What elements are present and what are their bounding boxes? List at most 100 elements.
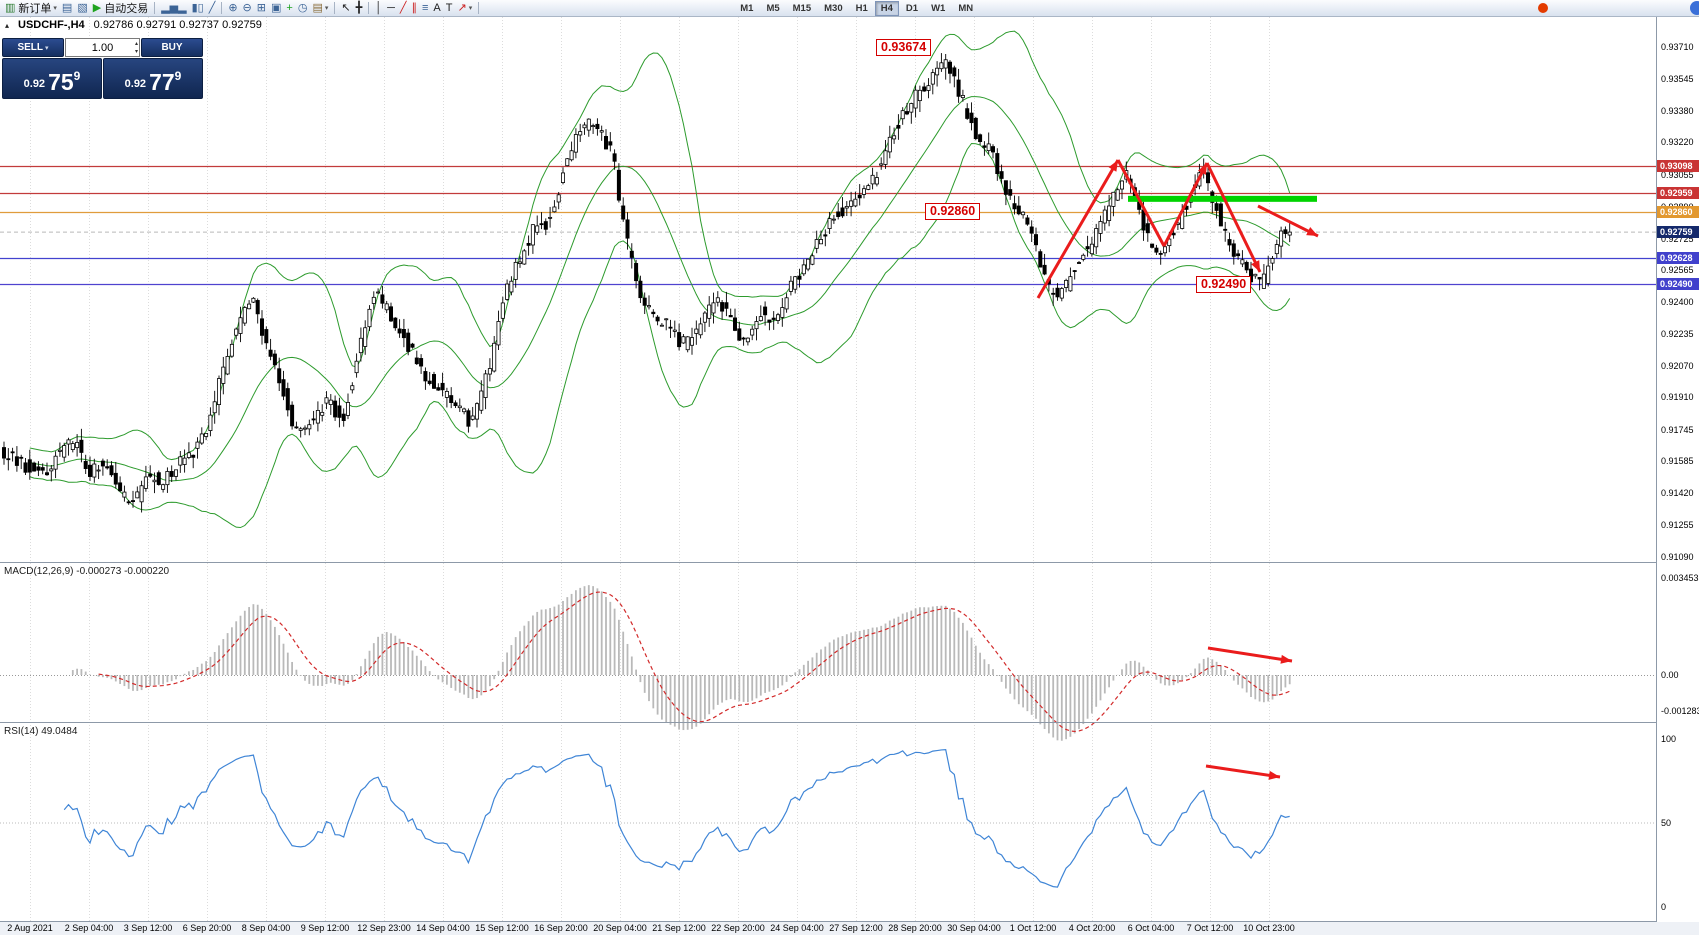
time-tick-label: 10 Oct 23:00 <box>1243 923 1295 933</box>
add-indicator-icon[interactable]: + <box>284 1 294 16</box>
timeframe-h4[interactable]: H4 <box>874 0 899 16</box>
one-click-trading-panel: SELL ▾ 1.00 ▴ ▾ BUY 0.92 75 9 0.92 <box>2 38 203 99</box>
price-badge-red: 0.93098 <box>1657 160 1699 173</box>
trend-arrow-object[interactable] <box>1162 162 1209 247</box>
label-icon[interactable]: T <box>444 1 455 16</box>
trend-arrow-object[interactable] <box>1205 764 1281 779</box>
fibonacci-icon: ≡ <box>422 1 429 14</box>
vertical-line-icon[interactable]: │ <box>373 1 384 16</box>
crosshair-icon[interactable]: ╋ <box>354 1 365 16</box>
templates-icon[interactable]: ▤ ▾ <box>310 1 330 16</box>
horizontal-lines <box>0 165 1656 286</box>
time-tick-label: 20 Sep 04:00 <box>593 923 647 933</box>
volume-spinner[interactable]: ▴ ▾ <box>134 41 138 55</box>
bollinger-bands <box>29 30 1291 529</box>
buy-price-button[interactable]: 0.92 77 9 <box>103 58 203 99</box>
volume-input[interactable]: 1.00 ▴ ▾ <box>65 38 140 57</box>
price-label-object[interactable]: 0.92860 <box>925 203 981 220</box>
price-label-object[interactable]: 0.92490 <box>1196 276 1252 293</box>
trendline-icon[interactable]: ╱ <box>398 1 409 16</box>
auto-trading-button[interactable]: ▶ 自动交易 <box>91 1 150 16</box>
new-order-button-label: 新订单 <box>18 3 52 15</box>
price-label-object[interactable]: 0.93674 <box>876 39 932 56</box>
arrow-head <box>1251 260 1260 272</box>
volume-value: 1.00 <box>91 41 114 54</box>
text-icon: A <box>433 1 441 14</box>
price-tick-label: 0.92235 <box>1661 329 1694 340</box>
timeframe-h1[interactable]: H1 <box>850 1 874 16</box>
supply-zone-object[interactable] <box>1128 195 1317 202</box>
trend-arrow-object[interactable] <box>1036 159 1120 299</box>
connection-status-icon[interactable] <box>1538 3 1548 13</box>
price-tick-label: 0.92725 <box>1661 233 1694 244</box>
macd-signal-line <box>98 591 1290 733</box>
grid <box>30 17 1270 921</box>
new-order-glyph: ▥ <box>5 1 16 14</box>
zoom-in-icon[interactable]: ⊕ <box>226 1 239 16</box>
trend-arrow-object[interactable] <box>1116 159 1166 247</box>
line-chart-type-icon[interactable]: ╱ <box>207 1 218 16</box>
price-tick-label: 0.91585 <box>1661 455 1694 466</box>
profiles-icon[interactable]: ▧ <box>75 1 89 16</box>
caret-down-icon: ▾ <box>468 5 473 12</box>
timeframe-m1[interactable]: M1 <box>734 1 759 16</box>
symbol-title: USDCHF-,H4 <box>18 19 85 31</box>
price-tick-label: 0.93545 <box>1661 74 1694 85</box>
partial-icon-right-edge[interactable] <box>1690 1 1699 15</box>
time-tick-label: 7 Oct 12:00 <box>1186 923 1234 933</box>
crosshair-icon: ╋ <box>355 1 363 14</box>
price-badge-current: 0.92759 <box>1657 226 1699 239</box>
sell-price-big: 75 <box>48 69 74 95</box>
rsi-indicator-title: RSI(14) 49.0484 <box>4 726 78 737</box>
time-axis[interactable] <box>0 922 1699 935</box>
time-tick-label: 27 Sep 12:00 <box>829 923 883 933</box>
timeframe-m30[interactable]: M30 <box>818 1 848 16</box>
channel-icon[interactable]: ∥ <box>410 1 420 16</box>
bollinger-lower <box>29 142 1291 529</box>
chart-canvas[interactable] <box>0 17 1699 935</box>
tile-windows-icon[interactable]: ⊞ <box>255 1 268 16</box>
shapes-icon[interactable]: ↗ ▾ <box>456 1 475 16</box>
trendline-icon: ╱ <box>399 1 407 14</box>
cursor-icon[interactable]: ↖ <box>339 1 352 16</box>
zoom-out-icon[interactable]: ⊖ <box>241 1 254 16</box>
price-tick-label: 0.91910 <box>1661 392 1694 403</box>
price-tick-label: 0.92400 <box>1661 297 1694 307</box>
text-icon[interactable]: A <box>431 1 442 16</box>
timeframe-m15[interactable]: M15 <box>787 1 817 16</box>
price-tick-label: 0.91255 <box>1661 519 1694 530</box>
arrow-head <box>1108 160 1118 172</box>
timeframe-mn[interactable]: MN <box>952 1 979 16</box>
price-tick-label: 0.93380 <box>1661 106 1694 117</box>
horizontal-line-icon[interactable]: ─ <box>385 1 397 16</box>
buy-button-label: BUY <box>161 42 183 53</box>
sell-button[interactable]: SELL ▾ <box>2 38 64 57</box>
buy-price-pip: 9 <box>174 69 182 83</box>
trend-arrow-object[interactable] <box>1207 646 1293 663</box>
channel-icon: ∥ <box>411 1 418 14</box>
arrange-windows-icon[interactable]: ▣ <box>269 1 283 16</box>
new-chart-icon[interactable]: ▤ <box>60 1 74 16</box>
chart-area: ▴ USDCHF-,H4 0.92786 0.92791 0.92737 0.9… <box>0 17 1699 935</box>
time-tick-label: 4 Oct 20:00 <box>1068 923 1116 933</box>
candlestick-type-icon[interactable]: ▮▯ <box>190 1 206 16</box>
new-order-button[interactable]: ▥ 新订单 ▾ <box>3 1 59 16</box>
time-tick-label: 6 Oct 04:00 <box>1127 923 1175 933</box>
timeframe-d1[interactable]: D1 <box>900 1 924 16</box>
time-tick-label: 14 Sep 04:00 <box>416 923 470 933</box>
buy-button[interactable]: BUY <box>141 38 203 57</box>
sell-price-button[interactable]: 0.92 75 9 <box>2 58 102 99</box>
timeframe-w1[interactable]: W1 <box>925 1 951 16</box>
trend-arrow-object[interactable] <box>1257 204 1319 238</box>
one-click-toggle-icon[interactable]: ▴ <box>5 20 10 30</box>
price-axis[interactable]: 0.93710 0.93545 0.93380 0.93220 0.93055 0.928… <box>1657 17 1699 935</box>
bar-chart-type-icon[interactable]: ▂▅▂ <box>159 1 188 16</box>
rsi-axis-label: 0 <box>1661 902 1667 912</box>
trend-arrow-object[interactable] <box>1205 162 1262 273</box>
periods-icon[interactable]: ◷ <box>296 1 310 16</box>
timeframe-m5[interactable]: M5 <box>760 1 785 16</box>
horizontal-line-icon: ─ <box>387 1 395 14</box>
shapes-icon: ↗ <box>457 1 467 14</box>
time-tick-label: 8 Sep 04:00 <box>241 923 291 933</box>
fibonacci-icon[interactable]: ≡ <box>420 1 430 16</box>
